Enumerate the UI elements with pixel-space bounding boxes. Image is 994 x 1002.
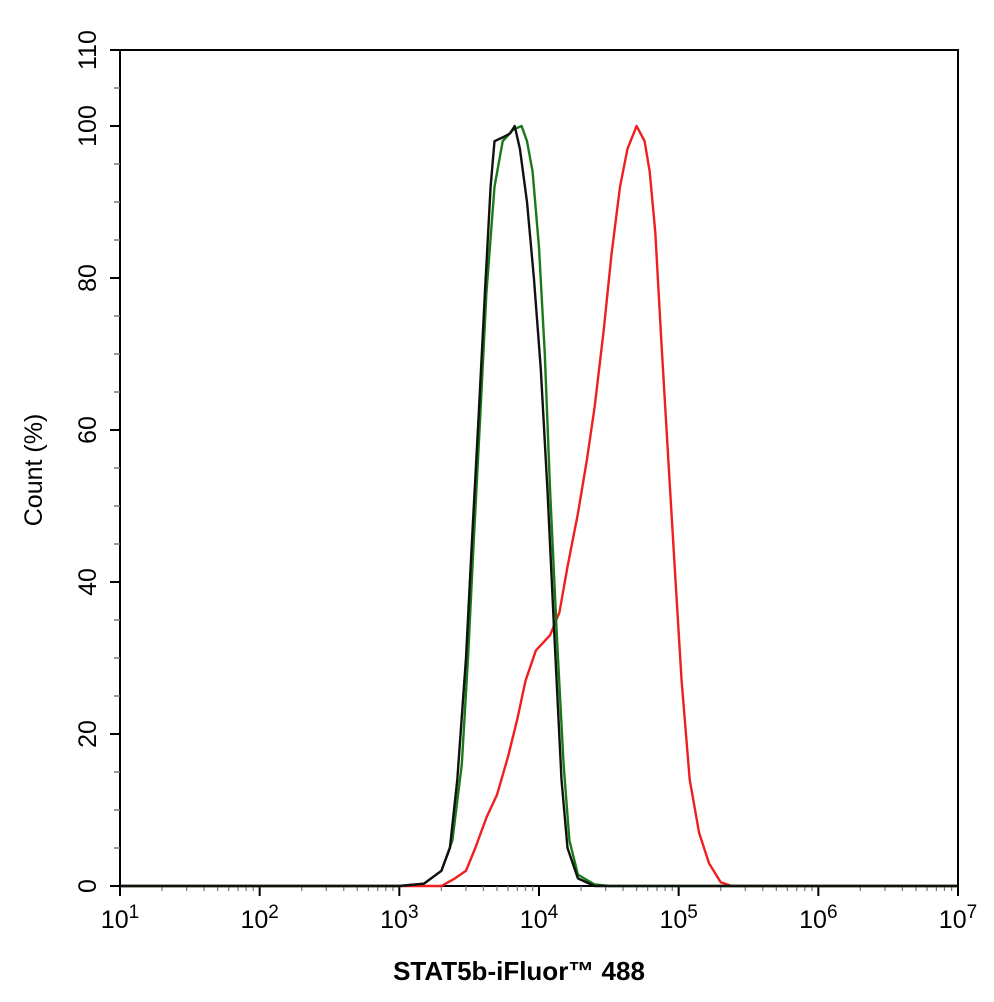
x-tick-exponent: 1 xyxy=(129,902,140,923)
x-tick-base: 10 xyxy=(380,906,408,934)
x-tick-exponent: 2 xyxy=(268,902,279,923)
x-tick-base: 10 xyxy=(659,906,687,934)
y-tick-label: 100 xyxy=(74,105,102,147)
y-tick-label: 80 xyxy=(74,264,102,292)
y-tick-label: 40 xyxy=(74,568,102,596)
x-tick-label: 102 xyxy=(240,902,278,934)
x-tick-exponent: 6 xyxy=(827,902,838,923)
x-axis-label: STAT5b-iFluor™ 488 xyxy=(393,956,645,986)
y-tick-label: 0 xyxy=(74,879,102,893)
x-tick-exponent: 4 xyxy=(548,902,559,923)
y-tick-label: 110 xyxy=(74,30,102,70)
x-tick-base: 10 xyxy=(939,906,967,934)
y-tick-label: 20 xyxy=(74,720,102,748)
x-tick-exponent: 3 xyxy=(408,902,419,923)
x-tick-base: 10 xyxy=(799,906,827,934)
plot-frame xyxy=(119,49,959,887)
x-tick-label: 103 xyxy=(380,902,418,934)
x-tick-label: 101 xyxy=(101,902,139,934)
series-line-3 xyxy=(120,124,958,888)
x-tick-exponent: 5 xyxy=(687,902,698,923)
x-tick-label: 107 xyxy=(939,902,977,934)
x-tick-label: 104 xyxy=(520,902,559,934)
y-tick-label: 60 xyxy=(74,416,102,444)
labels: Count (%) STAT5b-iFluor™ 488 xyxy=(20,414,645,986)
y-axis-label: Count (%) xyxy=(20,414,48,527)
x-tick-label: 105 xyxy=(659,902,697,934)
series-layer xyxy=(120,124,958,888)
series-line-1 xyxy=(120,124,958,888)
x-tick-base: 10 xyxy=(101,906,129,934)
x-tick-exponent: 7 xyxy=(967,902,978,923)
x-tick-base: 10 xyxy=(520,906,548,934)
x-tick-base: 10 xyxy=(240,906,268,934)
series-line-2 xyxy=(120,124,958,888)
x-tick-label: 106 xyxy=(799,902,837,934)
